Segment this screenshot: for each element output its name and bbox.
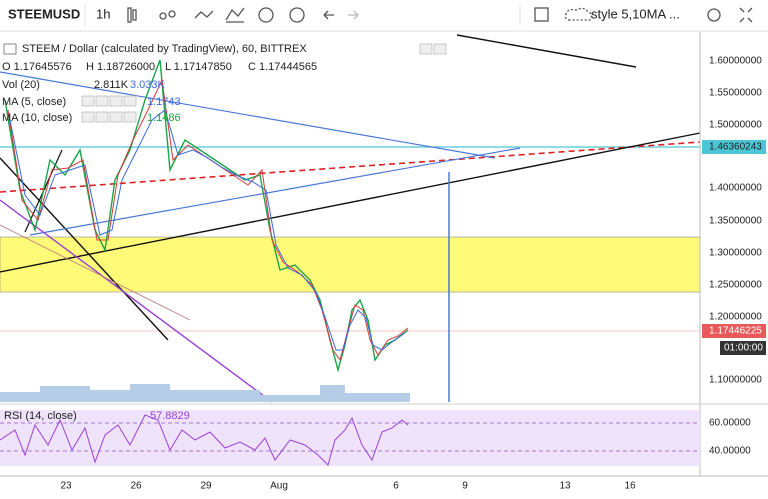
trend-line — [456, 34, 637, 68]
rsi-series — [0, 414, 409, 466]
vol-label: Vol (20) — [2, 79, 40, 91]
price-series — [4, 59, 409, 373]
collapse-icon[interactable] — [3, 43, 17, 55]
price-tick-label: 1.55000000 — [709, 88, 762, 99]
price-tick-label: 1.10000000 — [709, 375, 762, 386]
price-tick-label: 1.60000000 — [709, 56, 762, 67]
rsi-tick: 60.00000 — [709, 418, 751, 429]
legend-open: O 1.17645576 — [2, 61, 72, 73]
legend-title: STEEM / Dollar (calculated by TradingVie… — [22, 43, 307, 55]
channel-line — [0, 71, 496, 159]
ma-line — [9, 109, 406, 351]
time-tick-label: 16 — [624, 481, 636, 492]
volume-bars — [0, 384, 410, 402]
trend-line — [0, 224, 191, 321]
price-tick-label: 1.20000000 — [709, 312, 762, 323]
legend-buttons[interactable] — [81, 43, 447, 123]
dashed-trend-line — [0, 141, 701, 193]
vol-ma-value: 3.033K — [130, 79, 166, 91]
rsi-label: RSI (14, close) — [4, 410, 77, 422]
time-tick-label: 6 — [393, 481, 399, 492]
price-tick-label: 1.50000000 — [709, 120, 762, 131]
time-tick-label: 26 — [130, 481, 142, 492]
highlight-zone — [0, 236, 701, 293]
time-tick-label: 13 — [559, 481, 571, 492]
legend-close: C 1.17444565 — [248, 61, 317, 73]
channel-line — [29, 147, 521, 236]
rsi-value: 57.8829 — [150, 410, 190, 422]
time-axis: 23 26 29 Aug 6 9 13 16 — [60, 481, 636, 492]
price-tick-label: 1.40000000 — [709, 183, 762, 194]
legend-low: L 1.17147850 — [165, 61, 232, 73]
trend-line — [0, 199, 273, 403]
vol-value: 2.811K — [94, 79, 129, 91]
time-tick-label: Aug — [270, 481, 288, 492]
ma5-label: MA (5, close) — [2, 96, 66, 108]
ma10-label: MA (10, close) — [2, 112, 72, 124]
price-axis: 1.60000000 1.55000000 1.50000000 1.40000000… — [709, 56, 762, 386]
legend-high: H 1.18726000 — [86, 61, 155, 73]
trend-line — [0, 132, 701, 273]
last-price-label: 1.17446225 — [709, 326, 762, 337]
trend-line — [0, 157, 169, 341]
countdown-label: 01:00:00 — [724, 343, 763, 354]
price-tick-label: 1.30000000 — [709, 248, 762, 259]
price-series-shadow — [7, 78, 409, 362]
rsi-tick: 40.00000 — [709, 446, 751, 457]
level-label: 1.46360243 — [709, 142, 762, 153]
price-tick-label: 1.35000000 — [709, 216, 762, 227]
time-tick-label: 29 — [200, 481, 212, 492]
last-price-badge — [702, 324, 766, 338]
ma10-value: 1.1486 — [147, 112, 181, 124]
rsi-band — [0, 410, 700, 466]
price-tick-label: 1.25000000 — [709, 280, 762, 291]
interval[interactable]: 1h — [96, 6, 110, 21]
toolbar-icons[interactable] — [127, 7, 753, 23]
time-tick-label: 9 — [462, 481, 468, 492]
countdown-badge — [720, 341, 766, 355]
time-tick-label: 23 — [60, 481, 72, 492]
ma5-value: 1.1743 — [147, 96, 181, 108]
level-badge — [702, 140, 766, 154]
symbol[interactable]: STEEMUSD — [8, 6, 80, 21]
template-name[interactable]: style 5,10MA ... — [591, 6, 680, 21]
